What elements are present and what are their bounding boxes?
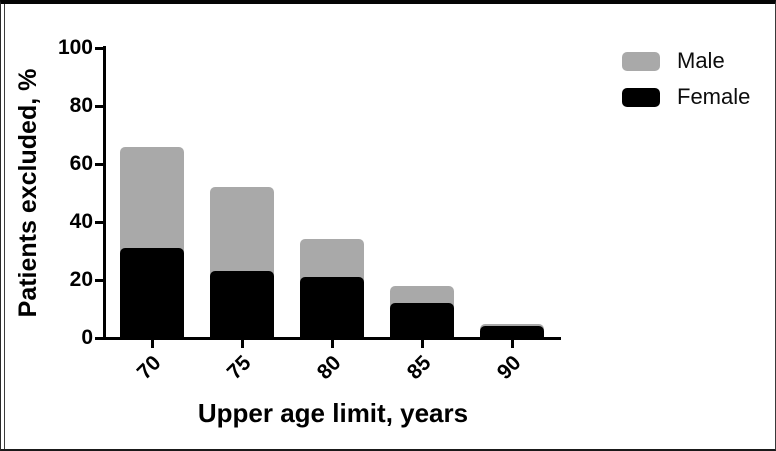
y-tick-100 [95, 46, 103, 50]
bar-female-80 [300, 277, 364, 338]
x-axis-line [103, 337, 561, 340]
male-swatch [622, 51, 660, 71]
y-axis-line [103, 46, 106, 340]
x-tick-85 [420, 340, 424, 348]
bar-female-75 [210, 271, 274, 338]
bar-female-85 [390, 303, 454, 338]
y-tick-label-40: 40 [69, 210, 93, 233]
y-tick-label-80: 80 [69, 94, 93, 117]
y-tick-0 [95, 336, 103, 340]
x-tick-80 [330, 340, 334, 348]
x-tick-90 [510, 340, 514, 348]
y-tick-label-100: 100 [57, 36, 93, 59]
x-tick-75 [240, 340, 244, 348]
legend-label-female: Female [677, 84, 751, 109]
legend-label-male: Male [677, 48, 725, 73]
legend-item-female: Female [622, 86, 750, 108]
female-swatch [622, 87, 660, 107]
legend: Male Female [622, 50, 750, 122]
y-tick-60 [95, 162, 103, 166]
x-tick-70 [150, 340, 154, 348]
y-tick-label-20: 20 [69, 268, 93, 291]
y-tick-label-60: 60 [69, 152, 93, 175]
y-axis-title: Patients excluded, % [14, 68, 42, 318]
bar-female-90 [480, 326, 544, 338]
y-tick-label-0: 0 [81, 326, 93, 349]
x-axis-title: Upper age limit, years [197, 398, 469, 428]
y-tick-80 [95, 104, 103, 108]
bar-female-70 [120, 248, 184, 338]
legend-item-male: Male [622, 50, 750, 72]
y-tick-40 [95, 220, 103, 224]
y-tick-20 [95, 278, 103, 282]
